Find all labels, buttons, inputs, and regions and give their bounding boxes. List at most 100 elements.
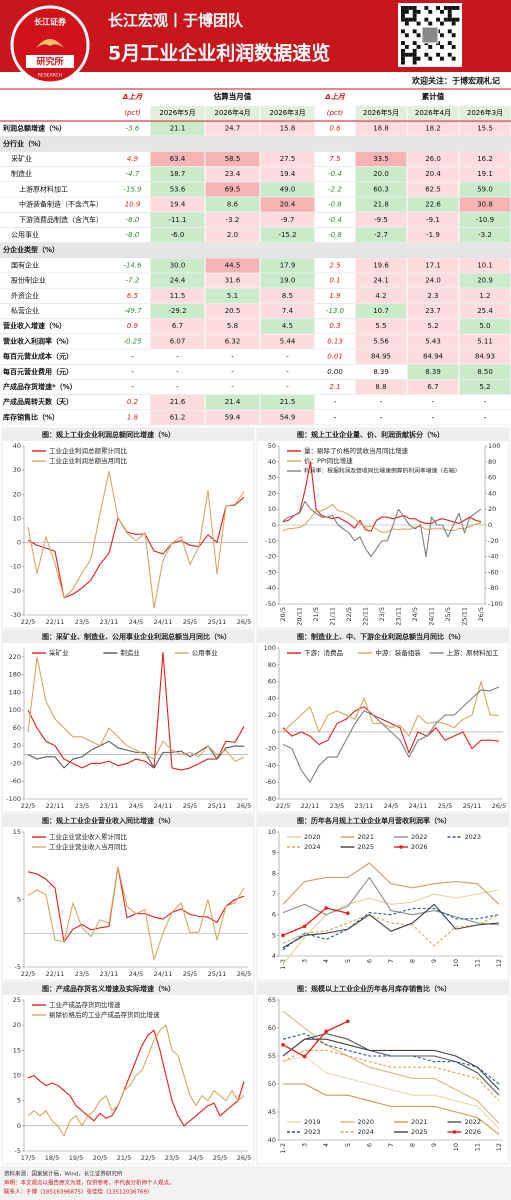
- value-cell: 15.5: [477, 125, 493, 133]
- cell-shade: [355, 121, 407, 136]
- x-tick-label: 20/11: [296, 607, 304, 626]
- y-tick-label: -60: [10, 777, 21, 785]
- row-label: 下游消费品制造（含汽车）: [19, 215, 103, 224]
- x-tick-label: 21/5: [312, 607, 320, 622]
- point: [302, 1054, 307, 1059]
- cell-shade: [459, 227, 511, 243]
- cell-shade: [355, 319, 407, 334]
- cell-shade: [260, 121, 315, 136]
- x-tick-label: 24/5: [129, 802, 144, 810]
- footer-band: [0, 1166, 511, 1200]
- value-cell: 8.39: [373, 368, 389, 376]
- x-tick-label: 24/5: [384, 802, 399, 810]
- qr-pattern: [401, 6, 460, 65]
- row-label: 国有企业: [11, 260, 39, 269]
- y-tick-label: 10: [13, 1072, 21, 1080]
- cell-shade: [260, 227, 315, 243]
- value-cell: 33.5: [373, 155, 389, 163]
- x-tick-label: 22/11: [362, 607, 370, 626]
- y-tick-label: 30: [13, 466, 21, 474]
- month-header-cell: [150, 106, 205, 120]
- legend-label: 下游：消费品: [304, 648, 343, 657]
- value-cell: 6.7: [172, 322, 183, 330]
- cell-shade: [459, 151, 511, 167]
- x-tick-label: 26/5: [237, 802, 252, 810]
- chart-panel: 图：采矿业、制造业、公用事业企业利润总额当月同比（%） -100 -60 -20 20 6…: [1, 629, 255, 813]
- value-cell: 19.6: [373, 261, 389, 269]
- y2-tick-label: 40: [488, 489, 496, 497]
- point: [346, 1019, 350, 1024]
- y-tick-label: 50: [268, 1080, 276, 1088]
- value-cell: -: [176, 383, 179, 391]
- x-tick-label: 11: [473, 959, 481, 967]
- x-tick-label: 4: [322, 1143, 330, 1147]
- cell-shade: [260, 212, 315, 227]
- value-cell: -9.5: [374, 216, 388, 224]
- qr-cell: [451, 33, 456, 38]
- cell-shade: [205, 227, 260, 243]
- x-tick-label: 22/5: [21, 618, 36, 626]
- value-cell: -9.1: [426, 216, 440, 224]
- value-cell: 44.5: [225, 261, 241, 269]
- row-label: 制造业: [11, 169, 32, 178]
- delta-cell: 0.01: [327, 353, 343, 361]
- cell-shade: [407, 288, 459, 303]
- value-cell: -: [484, 413, 487, 421]
- x-tick-label: 22/11: [46, 618, 65, 626]
- value-cell: 19.4: [170, 201, 186, 209]
- qr-cell: [447, 29, 452, 34]
- series-line: [27, 651, 245, 771]
- value-cell: 24.7: [225, 125, 241, 133]
- x-tick-label: 23/5: [75, 618, 90, 626]
- qr-cell: [412, 9, 417, 14]
- qr-cell: [401, 52, 405, 57]
- qr-cell: [401, 13, 405, 18]
- delta-cell: 4.9: [127, 155, 139, 163]
- row-label: 营业收入增速（%）: [3, 321, 66, 330]
- x-tick-label: 11: [473, 1143, 481, 1151]
- x-tick-label: 23/5: [75, 970, 90, 978]
- y-tick-label: -40: [265, 584, 276, 592]
- cell-shade: [260, 303, 315, 319]
- value-cell: 61.2: [170, 413, 186, 421]
- series-line: [282, 914, 500, 947]
- value-cell: 21.5: [280, 398, 296, 406]
- value-cell: 19.4: [280, 170, 296, 178]
- point: [324, 906, 329, 910]
- value-cell: 59.0: [477, 185, 493, 193]
- section-label: 分企业类型（%）: [3, 245, 59, 254]
- delta-unit: (pct): [124, 109, 141, 117]
- value-cell: 8.5: [282, 292, 293, 300]
- legend-label: 工业企业利润总额累计同比: [49, 446, 128, 455]
- series-line: [27, 656, 245, 762]
- cell-shade: [205, 303, 260, 319]
- x-tick-label: 25/5: [438, 802, 453, 810]
- cell-shade: [150, 197, 205, 212]
- row-label: 外资企业: [11, 291, 39, 300]
- value-cell: 18.8: [373, 125, 389, 133]
- y-tick-label: 30: [268, 474, 276, 482]
- x-tick-label: 10: [452, 959, 460, 967]
- value-cell: 8.8: [375, 383, 386, 391]
- cell-shade: [355, 227, 407, 243]
- y-tick-label: 40: [268, 694, 276, 702]
- y-tick-label: 20: [268, 489, 276, 497]
- value-cell: 10.1: [477, 261, 493, 269]
- y-tick-label: 40: [268, 458, 276, 466]
- month-header: 2026年3月: [467, 108, 503, 117]
- legend-label: 2021: [411, 1118, 428, 1126]
- y-tick-label: 80: [268, 661, 276, 669]
- value-cell: -: [286, 368, 289, 376]
- value-cell: -: [231, 383, 234, 391]
- cell-shade: [459, 167, 511, 182]
- x-tick-label: 25/11: [208, 802, 227, 810]
- cell-shade: [459, 349, 511, 364]
- chart-title: 图：规上工业企业营业收入同比增速（%）: [42, 816, 175, 825]
- y-tick-label: 5: [17, 1097, 21, 1105]
- title-bar: [257, 630, 509, 643]
- y2-tick-label: 60: [488, 474, 496, 482]
- value-cell: 5.8: [227, 322, 238, 330]
- qr-cell: [451, 45, 456, 49]
- qr-cell: [416, 21, 421, 26]
- legend-label: 2025: [358, 843, 375, 851]
